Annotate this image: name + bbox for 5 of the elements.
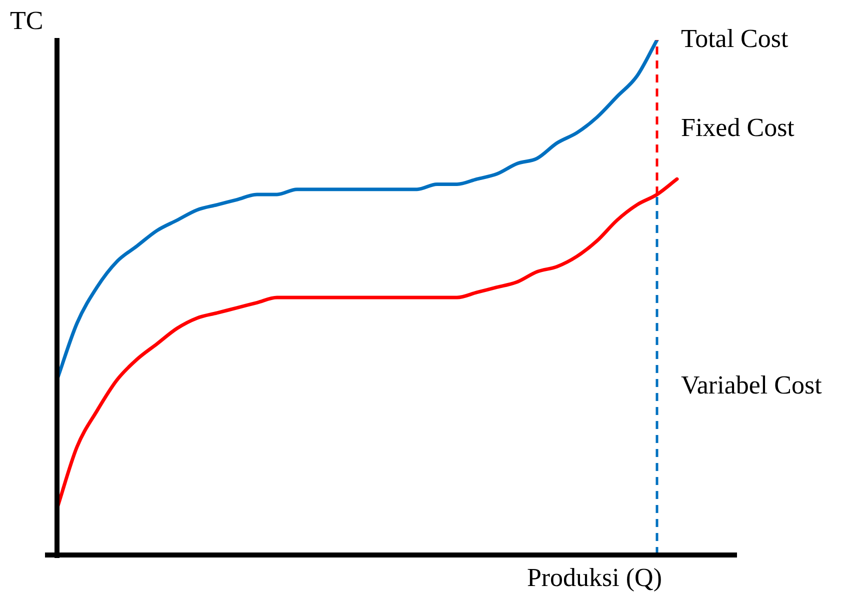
x-axis-title: Produksi (Q) <box>526 562 662 592</box>
annotation: Variabel Cost <box>681 370 823 400</box>
annotation: Fixed Cost <box>681 113 796 142</box>
y-axis-title: TC <box>10 6 44 35</box>
annotation: Total Cost <box>681 24 790 53</box>
